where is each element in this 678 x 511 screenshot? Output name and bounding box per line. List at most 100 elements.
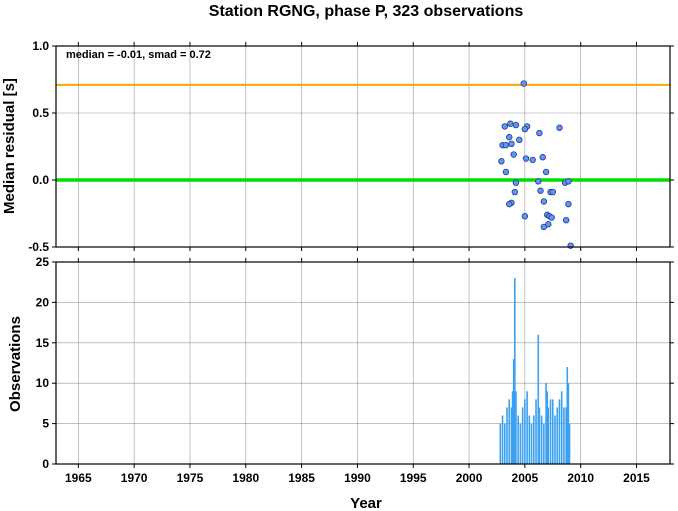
x-tick-label: 2015 — [623, 471, 650, 485]
histogram-bar — [546, 391, 548, 464]
data-point — [512, 121, 520, 129]
data-point — [549, 188, 556, 196]
histogram-bar — [506, 407, 508, 464]
data-point — [508, 140, 515, 148]
residual-panel: -0.5 0.0 0.5 1.0 — [28, 39, 674, 254]
x-axis-label: Year — [350, 495, 382, 511]
y-tick-label: 0.0 — [32, 173, 49, 187]
y-tick-label: 20 — [36, 295, 50, 309]
histogram-bar — [501, 415, 504, 464]
x-tick-label: 2000 — [456, 471, 483, 485]
data-point — [539, 154, 546, 161]
y-tick-label: 0 — [42, 457, 49, 471]
y-tick-label: 10 — [36, 376, 50, 390]
y-axis-label-residual: Median residual [s] — [1, 78, 18, 214]
histogram-bar — [511, 391, 514, 464]
histogram-bar — [528, 415, 531, 464]
histogram-bar — [538, 407, 541, 464]
data-point — [516, 136, 523, 143]
histogram-bar — [514, 278, 516, 464]
y-tick-label: 0.5 — [32, 106, 49, 120]
histogram-bar — [524, 399, 526, 464]
data-point — [542, 168, 550, 176]
data-point — [540, 223, 548, 231]
x-tick-label: 2010 — [567, 471, 594, 485]
histogram-bar — [508, 399, 511, 464]
chart-title: Station RGNG, phase P, 323 observations — [209, 3, 524, 20]
histogram-bar — [512, 358, 515, 464]
histogram-bar — [535, 399, 537, 464]
histogram-bar — [545, 383, 547, 464]
annotation-label: median = -0.01, smad = 0.72 — [66, 49, 211, 61]
data-point — [498, 158, 505, 165]
data-point — [548, 214, 555, 221]
histogram-bar — [551, 399, 554, 464]
histogram-bar — [565, 407, 567, 464]
x-tick-label: 1990 — [344, 471, 371, 485]
data-point — [521, 212, 529, 220]
y-tick-label: 5 — [42, 417, 49, 431]
histogram-bar — [537, 334, 540, 464]
y-tick-label: -0.5 — [28, 240, 49, 254]
histogram-bar — [533, 415, 535, 464]
histogram-bar — [540, 415, 543, 464]
histogram-bar — [567, 383, 570, 464]
data-point — [536, 129, 543, 137]
data-point — [562, 216, 570, 224]
histogram-bar — [563, 407, 565, 464]
data-point — [506, 200, 513, 208]
y-tick-label: 25 — [36, 255, 50, 269]
histogram-bar — [566, 367, 569, 464]
histogram-bar — [515, 391, 517, 464]
observations-panel: 1965 1970 1975 1980 1985 1990 1995 2000 2005 2010… — [36, 255, 674, 485]
data-point — [540, 198, 548, 205]
histogram-bar — [560, 391, 563, 464]
histogram-bar — [519, 423, 522, 464]
x-tick-label: 1970 — [121, 471, 148, 485]
x-tick-label: 1980 — [232, 471, 259, 485]
histogram-bar — [543, 423, 545, 464]
histogram-bar — [558, 399, 561, 464]
x-tick-label: 1975 — [177, 471, 204, 485]
plot-frame-observations — [55, 261, 671, 465]
y-tick-label: 15 — [36, 336, 50, 350]
x-tick-label: 1965 — [65, 471, 92, 485]
data-point — [510, 151, 517, 158]
histogram-bar — [556, 407, 559, 464]
data-point — [537, 187, 544, 194]
data-point — [506, 133, 513, 141]
data-point — [521, 125, 529, 133]
histogram-bar — [554, 415, 556, 464]
data-point — [565, 200, 572, 208]
histogram-bar — [521, 407, 524, 464]
histogram-bar — [503, 423, 506, 464]
histogram-bar — [547, 407, 550, 464]
data-point — [502, 141, 510, 149]
data-point — [535, 178, 542, 185]
x-tick-label: 1995 — [400, 471, 427, 485]
histogram-bar — [510, 407, 513, 464]
data-point — [556, 124, 563, 131]
y-axis-label-observations: Observations — [7, 316, 24, 412]
data-point — [502, 168, 510, 176]
data-point — [565, 178, 572, 185]
histogram-bar — [530, 423, 533, 464]
data-point — [512, 179, 520, 186]
data-point — [501, 123, 508, 130]
histogram-bar — [568, 423, 571, 464]
histogram-bar — [526, 391, 528, 464]
plot-frame-residual — [55, 45, 671, 248]
data-point — [507, 120, 514, 127]
histogram-bar — [517, 415, 519, 464]
data-point — [520, 80, 527, 87]
data-point — [567, 242, 574, 249]
x-tick-label: 1985 — [288, 471, 315, 485]
data-point — [522, 155, 530, 162]
y-tick-label: 1.0 — [32, 39, 49, 53]
data-point — [511, 188, 519, 196]
histogram-bar — [549, 399, 552, 464]
x-tick-label: 2005 — [512, 471, 539, 485]
data-point — [529, 156, 536, 164]
histogram-bar — [499, 423, 502, 464]
